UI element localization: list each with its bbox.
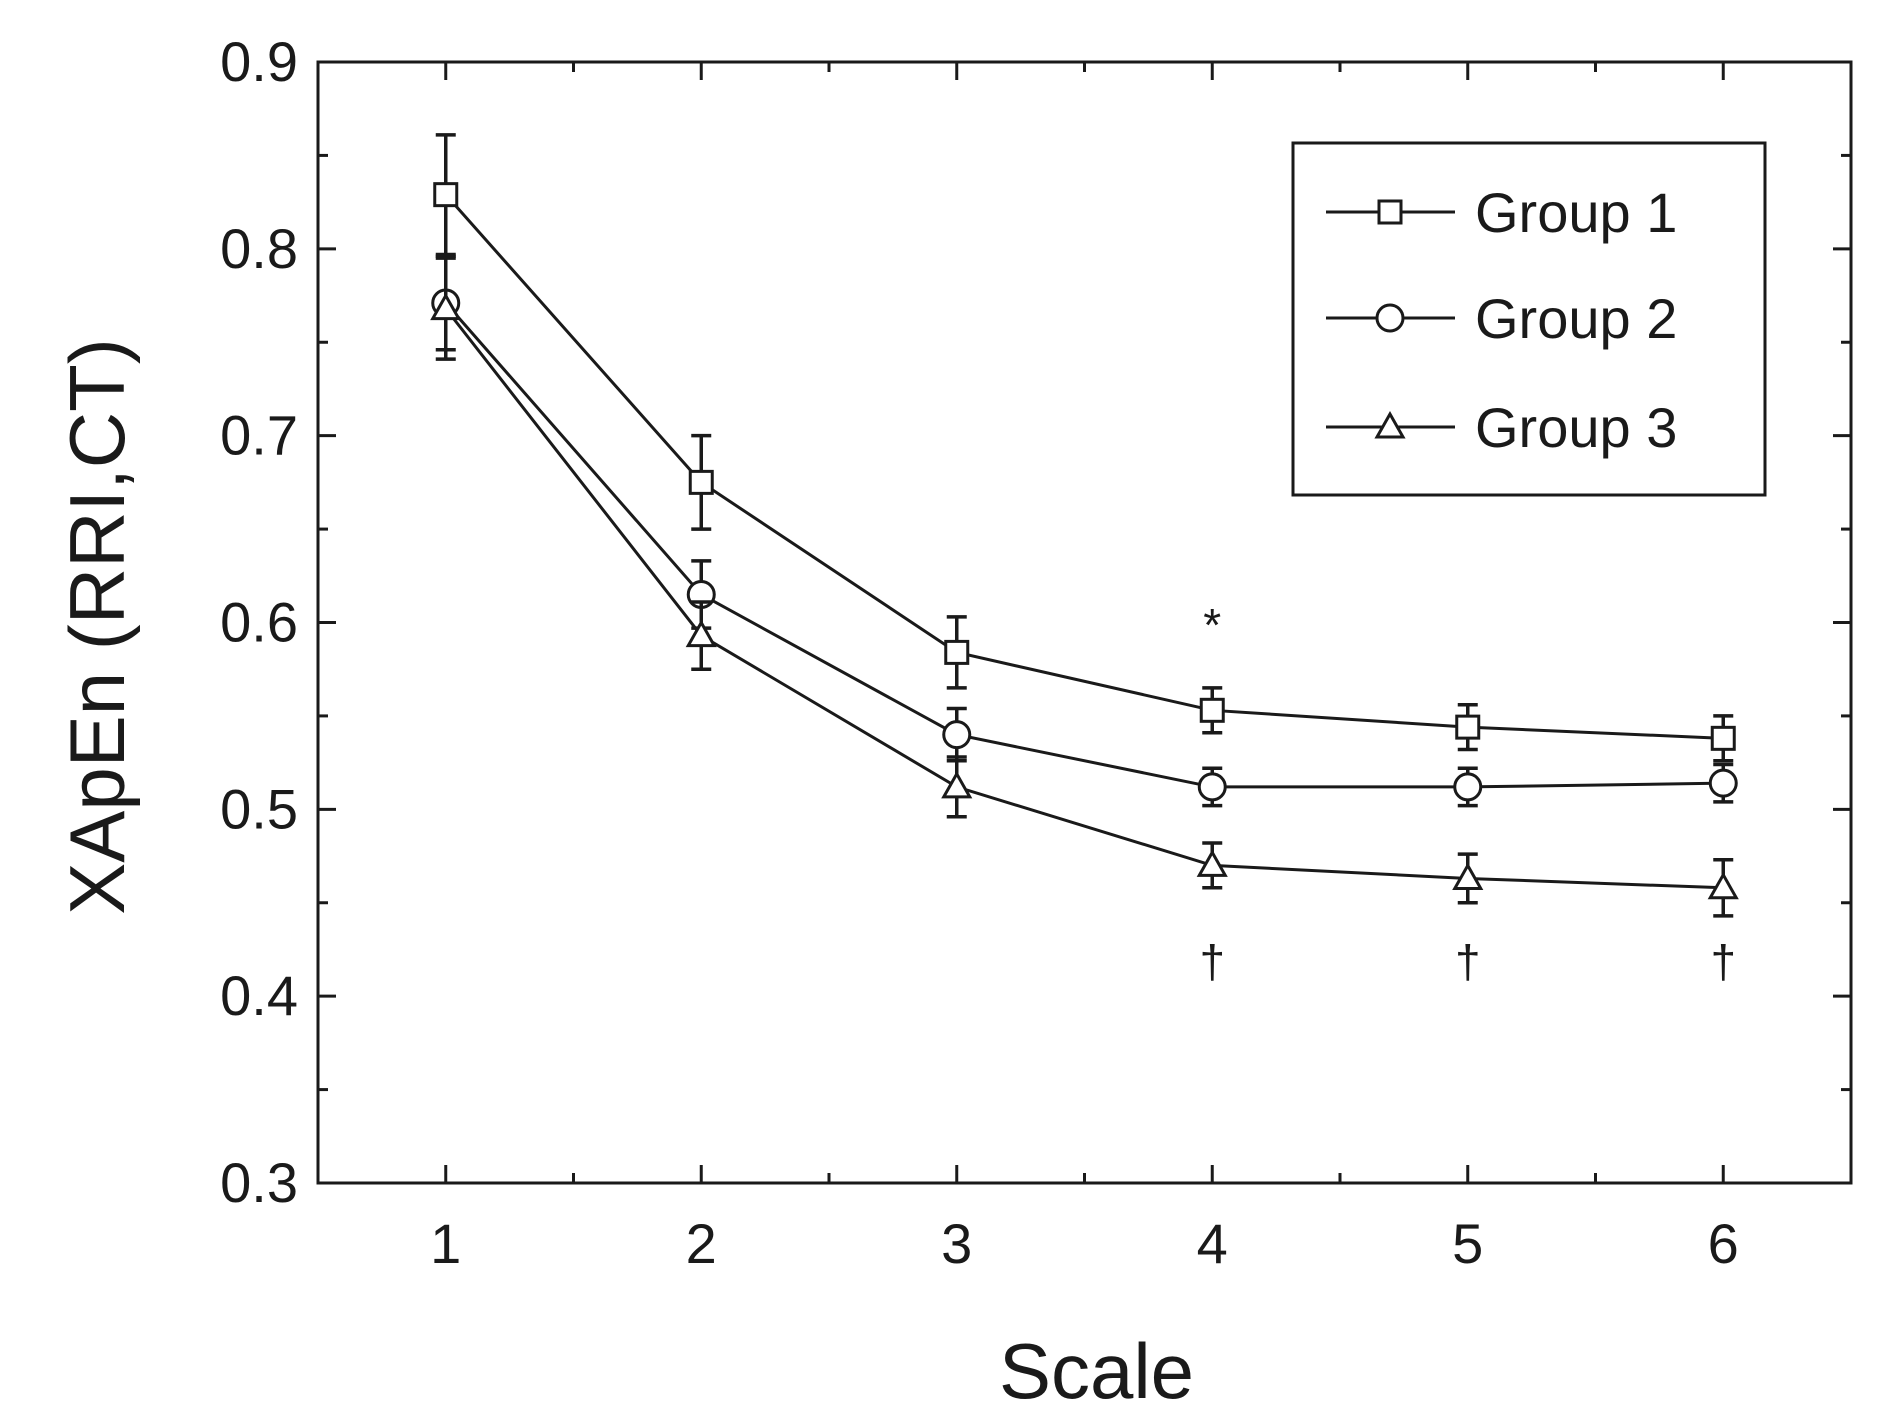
y-tick-label: 0.4 — [220, 964, 298, 1027]
y-axis-title: XApEn (RRI,CT) — [53, 338, 141, 914]
x-tick-label: 1 — [430, 1212, 461, 1275]
legend: Group 1 Group 2 Group 3 — [1291, 141, 1767, 497]
significance-annotations: * † † † — [1199, 599, 1736, 987]
legend-marker-group-2 — [1375, 303, 1405, 333]
legend-entry-group-3: Group 3 — [1326, 396, 1677, 459]
plot-frame — [316, 60, 1853, 1185]
marker-group-3 — [1452, 862, 1484, 890]
series-group-3 — [430, 256, 1739, 918]
marker-group-2 — [942, 720, 972, 750]
x-tick-label: 2 — [686, 1212, 717, 1275]
y-tick-label: 0.9 — [220, 30, 298, 93]
legend-entry-group-2: Group 2 — [1326, 287, 1677, 350]
significance-dagger: † — [1455, 935, 1481, 987]
legend-label-group-3: Group 3 — [1475, 396, 1677, 459]
y-tick-label: 0.5 — [220, 777, 298, 840]
plot-series — [430, 133, 1739, 918]
series-group-1 — [433, 133, 1736, 763]
legend-marker-group-1 — [1377, 199, 1403, 225]
marker-group-3 — [685, 619, 717, 648]
marker-group-3 — [430, 292, 462, 321]
legend-entry-group-1: Group 1 — [1326, 181, 1677, 244]
marker-group-1 — [688, 469, 714, 495]
marker-group-2 — [1453, 772, 1483, 802]
x-axis-title: Scale — [999, 1327, 1194, 1415]
x-tick-label: 4 — [1197, 1212, 1228, 1275]
marker-group-3 — [941, 770, 973, 799]
axis-ticks — [316, 60, 1853, 1185]
significance-asterisk: * — [1203, 599, 1221, 651]
y-tick-label: 0.3 — [220, 1151, 298, 1214]
x-tick-labels: 1 2 3 4 5 6 — [430, 1212, 1739, 1275]
marker-group-2 — [1197, 772, 1227, 802]
marker-group-1 — [1710, 725, 1736, 751]
significance-dagger: † — [1710, 935, 1736, 987]
x-tick-label: 6 — [1708, 1212, 1739, 1275]
x-tick-label: 3 — [941, 1212, 972, 1275]
y-tick-label: 0.7 — [220, 404, 298, 467]
series-line-group-2 — [444, 302, 1724, 789]
marker-group-1 — [944, 639, 970, 665]
legend-label-group-1: Group 1 — [1475, 181, 1677, 244]
legend-label-group-2: Group 2 — [1475, 287, 1677, 350]
y-tick-labels: 0.3 0.4 0.5 0.6 0.7 0.8 0.9 — [220, 30, 298, 1214]
marker-group-1 — [433, 182, 459, 208]
marker-group-3 — [1196, 849, 1228, 877]
marker-group-2 — [1708, 768, 1738, 798]
y-tick-label: 0.8 — [220, 217, 298, 280]
significance-dagger: † — [1199, 935, 1225, 987]
series-line-group-1 — [444, 193, 1724, 740]
marker-group-1 — [1199, 697, 1225, 723]
series-line-group-3 — [444, 307, 1724, 890]
y-tick-label: 0.6 — [220, 591, 298, 654]
x-tick-label: 5 — [1452, 1212, 1483, 1275]
marker-group-3 — [1707, 871, 1739, 900]
marker-group-1 — [1455, 714, 1481, 740]
legend-marker-group-3 — [1374, 410, 1406, 439]
